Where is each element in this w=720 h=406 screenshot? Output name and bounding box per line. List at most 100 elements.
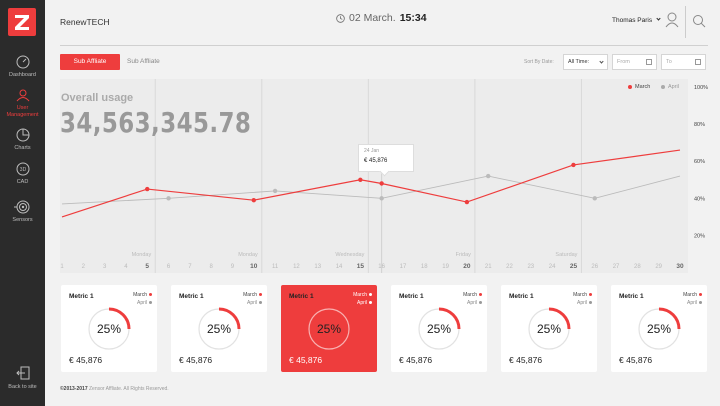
data-point-april bbox=[166, 196, 171, 201]
data-point-march bbox=[379, 181, 384, 186]
from-placeholder: From bbox=[617, 59, 630, 65]
x-tick-label: 29 bbox=[655, 264, 662, 270]
sidebar-item-cad[interactable]: 3D CAD bbox=[0, 162, 45, 186]
user-menu[interactable]: Thomas Paris bbox=[612, 16, 661, 24]
x-tick-label: 5 bbox=[145, 263, 149, 270]
x-tick-label: 6 bbox=[167, 264, 171, 270]
tab-sub-affiliate-active[interactable]: Sub Affliate bbox=[60, 54, 120, 70]
sidebar-item-charts[interactable]: Charts bbox=[0, 128, 45, 152]
x-tick-label: 23 bbox=[527, 264, 534, 270]
legend-label: April bbox=[668, 84, 680, 90]
metric-title: Metric 1 bbox=[619, 293, 644, 300]
legend-label: March bbox=[635, 84, 651, 90]
y-tick-label: 60% bbox=[694, 159, 705, 165]
metric-percent: 25% bbox=[426, 322, 452, 336]
legend-dot bbox=[589, 301, 592, 304]
exit-icon bbox=[15, 366, 29, 380]
y-tick-label: 20% bbox=[694, 233, 705, 239]
legend-dot bbox=[259, 301, 262, 304]
footer-rights: Zensor Affliate. All Rights Reserved. bbox=[89, 386, 169, 392]
sidebar-item-label: User Management bbox=[6, 105, 39, 118]
progress-ring bbox=[87, 307, 131, 351]
metric-legend-march: March bbox=[133, 292, 147, 298]
legend-april: April bbox=[661, 84, 679, 90]
data-point-march bbox=[251, 197, 256, 203]
calendar-icon bbox=[695, 59, 701, 65]
metric-title: Metric 1 bbox=[399, 293, 424, 300]
legend-dot bbox=[479, 301, 482, 304]
logo-z-icon bbox=[15, 15, 29, 30]
header-divider-line bbox=[60, 45, 708, 46]
sidebar-item-sensors[interactable]: Sensors bbox=[0, 200, 45, 224]
data-point-april bbox=[486, 173, 491, 179]
metric-amount: € 45,876 bbox=[179, 355, 213, 365]
to-date-field[interactable]: To bbox=[661, 54, 706, 70]
metric-card[interactable]: Metric 1 March April 25% € 45,876 bbox=[61, 285, 157, 372]
data-point-march bbox=[571, 162, 576, 168]
x-tick-label: 20 bbox=[463, 263, 471, 270]
x-tick-label: 4 bbox=[124, 264, 128, 270]
sidebar-item-user-management[interactable]: User Management bbox=[0, 88, 45, 118]
from-date-field[interactable]: From bbox=[612, 54, 657, 70]
usage-value: 34,563,345.78 bbox=[60, 106, 252, 139]
chart-background bbox=[60, 79, 688, 273]
legend-dot bbox=[369, 301, 372, 304]
sidebar-item-label: Charts bbox=[14, 145, 31, 151]
date-range-value: All Time: bbox=[568, 59, 590, 65]
metric-title: Metric 1 bbox=[179, 293, 204, 300]
chart-day-label: Friday bbox=[456, 252, 472, 258]
legend-dot bbox=[149, 293, 152, 296]
pie-chart-icon bbox=[16, 128, 29, 142]
legend-dot bbox=[479, 293, 482, 296]
avatar-icon[interactable] bbox=[665, 12, 679, 28]
data-point-april bbox=[379, 196, 384, 201]
x-tick-label: 21 bbox=[485, 264, 492, 270]
x-tick-label: 13 bbox=[314, 264, 321, 270]
chart-day-label: Monday bbox=[238, 252, 258, 258]
back-to-site-link[interactable]: Back to site bbox=[0, 366, 45, 390]
y-tick-label: 80% bbox=[694, 122, 705, 128]
metric-card[interactable]: Metric 1 March April 25% € 45,876 bbox=[501, 285, 597, 372]
metric-card[interactable]: Metric 1 March April 25% € 45,876 bbox=[171, 285, 267, 372]
x-tick-label: 30 bbox=[676, 263, 684, 270]
x-tick-label: 24 bbox=[549, 264, 556, 270]
metric-card[interactable]: Metric 1 March April 25% € 45,876 bbox=[281, 285, 377, 372]
x-tick-label: 7 bbox=[188, 264, 192, 270]
legend-dot bbox=[589, 293, 592, 296]
metric-legend-march: March bbox=[683, 292, 697, 298]
metric-card[interactable]: Metric 1 March April 25% € 45,876 bbox=[391, 285, 487, 372]
progress-ring bbox=[637, 307, 681, 351]
search-icon[interactable] bbox=[692, 14, 706, 28]
metric-legend-april: April bbox=[356, 300, 367, 306]
sort-label: Sort By Date: bbox=[524, 59, 554, 65]
metric-title: Metric 1 bbox=[509, 293, 534, 300]
metric-amount: € 45,876 bbox=[289, 355, 323, 365]
back-to-site-label: Back to site bbox=[8, 384, 37, 390]
x-tick-label: 10 bbox=[250, 263, 258, 270]
x-tick-label: 8 bbox=[210, 264, 214, 270]
metric-legend-march: March bbox=[463, 292, 477, 298]
tab-sub-affiliate[interactable]: Sub Affliate bbox=[127, 58, 160, 65]
metric-card[interactable]: Metric 1 March April 25% € 45,876 bbox=[611, 285, 707, 372]
metric-percent: 25% bbox=[646, 322, 672, 336]
x-tick-label: 22 bbox=[506, 264, 513, 270]
metric-legend-march: March bbox=[243, 292, 257, 298]
x-tick-label: 19 bbox=[442, 264, 449, 270]
chart-day-label: Wednesday bbox=[335, 252, 364, 258]
x-tick-label: 26 bbox=[591, 264, 598, 270]
date-range-select[interactable]: All Time: bbox=[563, 54, 608, 70]
calendar-icon bbox=[646, 59, 652, 65]
x-tick-label: 27 bbox=[613, 264, 620, 270]
sidebar-item-dashboard[interactable]: Dashboard bbox=[0, 55, 45, 79]
tooltip-date: 24 Jan bbox=[364, 148, 380, 154]
x-tick-label: 1 bbox=[60, 264, 64, 270]
sidebar-item-label: CAD bbox=[16, 179, 29, 185]
header-clock: 02 March. 15:34 bbox=[336, 12, 427, 24]
logo[interactable] bbox=[8, 8, 36, 36]
data-point-april bbox=[272, 188, 278, 194]
footer-copyright: ©2013-2017 bbox=[60, 386, 88, 392]
metric-percent: 25% bbox=[206, 322, 232, 336]
header-divider bbox=[685, 6, 686, 38]
legend-dot bbox=[149, 301, 152, 304]
app-title: RenewTECH bbox=[60, 17, 110, 27]
